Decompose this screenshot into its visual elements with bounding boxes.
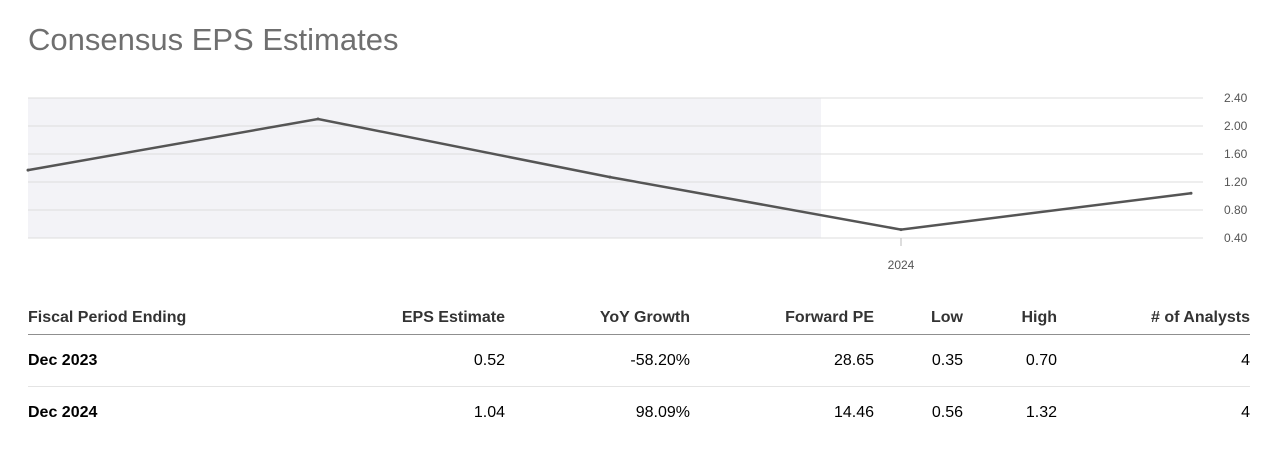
header-num-analysts: # of Analysts <box>1151 309 1250 326</box>
cell-fiscal-period: Dec 2024 <box>28 404 98 421</box>
y-tick-label: 2.40 <box>1224 91 1248 105</box>
y-tick-label: 1.20 <box>1224 175 1248 189</box>
cell-yoy-growth: 98.09% <box>635 404 690 421</box>
historical-shade <box>28 98 821 238</box>
eps-estimates-table: Fiscal Period Ending EPS Estimate YoY Gr… <box>28 302 1250 438</box>
header-low: Low <box>931 309 963 326</box>
cell-num-analysts: 4 <box>1241 404 1250 421</box>
cell-low: 0.35 <box>931 352 963 369</box>
y-tick-label: 2.00 <box>1224 119 1248 133</box>
cell-num-analysts: 4 <box>1241 352 1250 369</box>
cell-fiscal-period: Dec 2023 <box>28 352 98 369</box>
eps-point <box>608 175 612 179</box>
eps-line-chart: 2.40 2.00 1.60 1.20 0.80 0.40 2024 <box>26 91 1248 272</box>
cell-eps-estimate: 1.04 <box>473 404 505 421</box>
page-title: Consensus EPS Estimates <box>28 22 399 57</box>
eps-point <box>316 117 320 121</box>
eps-point <box>899 228 903 232</box>
header-fiscal-period: Fiscal Period Ending <box>28 309 187 326</box>
cell-high: 1.32 <box>1025 404 1057 421</box>
table-row: Dec 2023 0.52 -58.20% 28.65 0.35 0.70 4 <box>28 335 1250 387</box>
x-tick-label: 2024 <box>888 258 915 272</box>
cell-forward-pe: 14.46 <box>833 404 874 421</box>
table-header-row: Fiscal Period Ending EPS Estimate YoY Gr… <box>28 302 1250 335</box>
y-tick-label: 0.80 <box>1224 203 1248 217</box>
table-row: Dec 2024 1.04 98.09% 14.46 0.56 1.32 4 <box>28 387 1250 438</box>
header-high: High <box>1021 309 1057 326</box>
header-eps-estimate: EPS Estimate <box>401 309 505 326</box>
header-forward-pe: Forward PE <box>785 309 874 326</box>
y-tick-label: 0.40 <box>1224 231 1248 245</box>
eps-point <box>26 168 30 172</box>
cell-low: 0.56 <box>931 404 963 421</box>
eps-point <box>1189 191 1193 195</box>
header-yoy-growth: YoY Growth <box>599 309 690 326</box>
cell-eps-estimate: 0.52 <box>473 352 505 369</box>
cell-high: 0.70 <box>1025 352 1057 369</box>
cell-forward-pe: 28.65 <box>833 352 874 369</box>
y-tick-label: 1.60 <box>1224 147 1248 161</box>
cell-yoy-growth: -58.20% <box>630 352 690 369</box>
